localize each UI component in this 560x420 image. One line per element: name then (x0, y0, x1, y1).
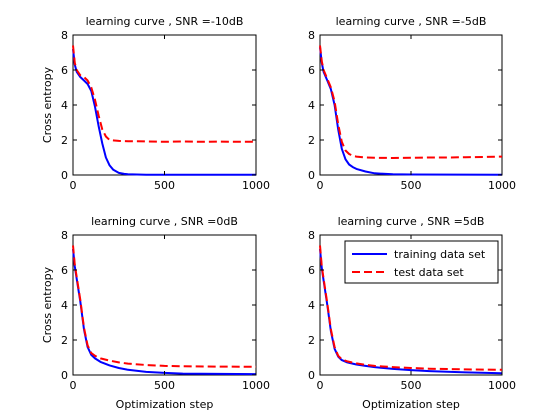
y-tick-label: 0 (308, 169, 315, 182)
y-tick-label: 8 (308, 29, 315, 42)
x-tick-label: 0 (70, 179, 77, 192)
chart-title: learning curve , SNR =5dB (338, 215, 485, 228)
y-tick-label: 4 (61, 299, 68, 312)
chart-title: learning curve , SNR =0dB (91, 215, 238, 228)
x-tick-label: 500 (154, 179, 175, 192)
y-tick-label: 6 (61, 264, 68, 277)
series-line-2 (72, 245, 257, 368)
x-tick-label: 500 (154, 379, 175, 392)
legend-label-2: test data set (394, 266, 464, 279)
y-tick-label: 4 (308, 99, 315, 112)
chart-title: learning curve , SNR =-10dB (86, 15, 244, 28)
x-tick-label: 0 (317, 379, 324, 392)
y-tick-label: 0 (61, 169, 68, 182)
series-line-2 (319, 45, 503, 159)
y-axis-label: Cross entropy (41, 66, 54, 143)
chart-title: learning curve , SNR =-5dB (336, 15, 487, 28)
x-tick-label: 1000 (488, 379, 516, 392)
x-tick-label: 1000 (242, 379, 270, 392)
y-tick-label: 2 (61, 334, 68, 347)
y-axis-label: Cross entropy (41, 266, 54, 343)
subplot-1: 0 500 1000 0 2 4 6 8 learning curve , SNR =-10dB… (41, 15, 270, 192)
y-tick-label: 4 (308, 299, 315, 312)
y-tick-label: 8 (61, 229, 68, 242)
x-axis-label: Optimization step (116, 398, 214, 411)
subplot-3: 0 500 1000 0 2 4 6 8 learning curve , SNR =0dB Op… (41, 215, 270, 411)
x-tick-label: 500 (401, 179, 422, 192)
plot-area (72, 34, 257, 176)
y-tick-label: 6 (61, 64, 68, 77)
y-tick-label: 2 (61, 134, 68, 147)
subplot-4: 0 500 1000 0 2 4 6 8 learning curve , SNR =5dB Op… (308, 215, 516, 411)
y-tick-label: 8 (308, 229, 315, 242)
series-line-2 (72, 45, 256, 143)
x-tick-label: 1000 (488, 179, 516, 192)
x-axis-label: Optimization step (362, 398, 460, 411)
subplot-2: 0 500 1000 0 2 4 6 8 learning curve , SNR =-5dB (308, 15, 516, 192)
plot-area (319, 34, 503, 176)
series-line-1 (319, 47, 503, 176)
y-tick-label: 6 (308, 64, 315, 77)
y-tick-label: 0 (61, 369, 68, 382)
y-tick-label: 2 (308, 134, 315, 147)
x-tick-label: 0 (317, 179, 324, 192)
plot-area (72, 234, 257, 376)
x-tick-label: 500 (401, 379, 422, 392)
y-tick-label: 0 (308, 369, 315, 382)
y-tick-label: 8 (61, 29, 68, 42)
y-tick-label: 6 (308, 264, 315, 277)
series-line-1 (72, 48, 256, 176)
y-tick-label: 4 (61, 99, 68, 112)
y-tick-label: 2 (308, 334, 315, 347)
x-tick-label: 0 (70, 379, 77, 392)
legend-box (344, 240, 499, 284)
legend-label-1: training data set (394, 248, 486, 261)
series-line-2 (319, 245, 503, 371)
x-tick-label: 1000 (242, 179, 270, 192)
